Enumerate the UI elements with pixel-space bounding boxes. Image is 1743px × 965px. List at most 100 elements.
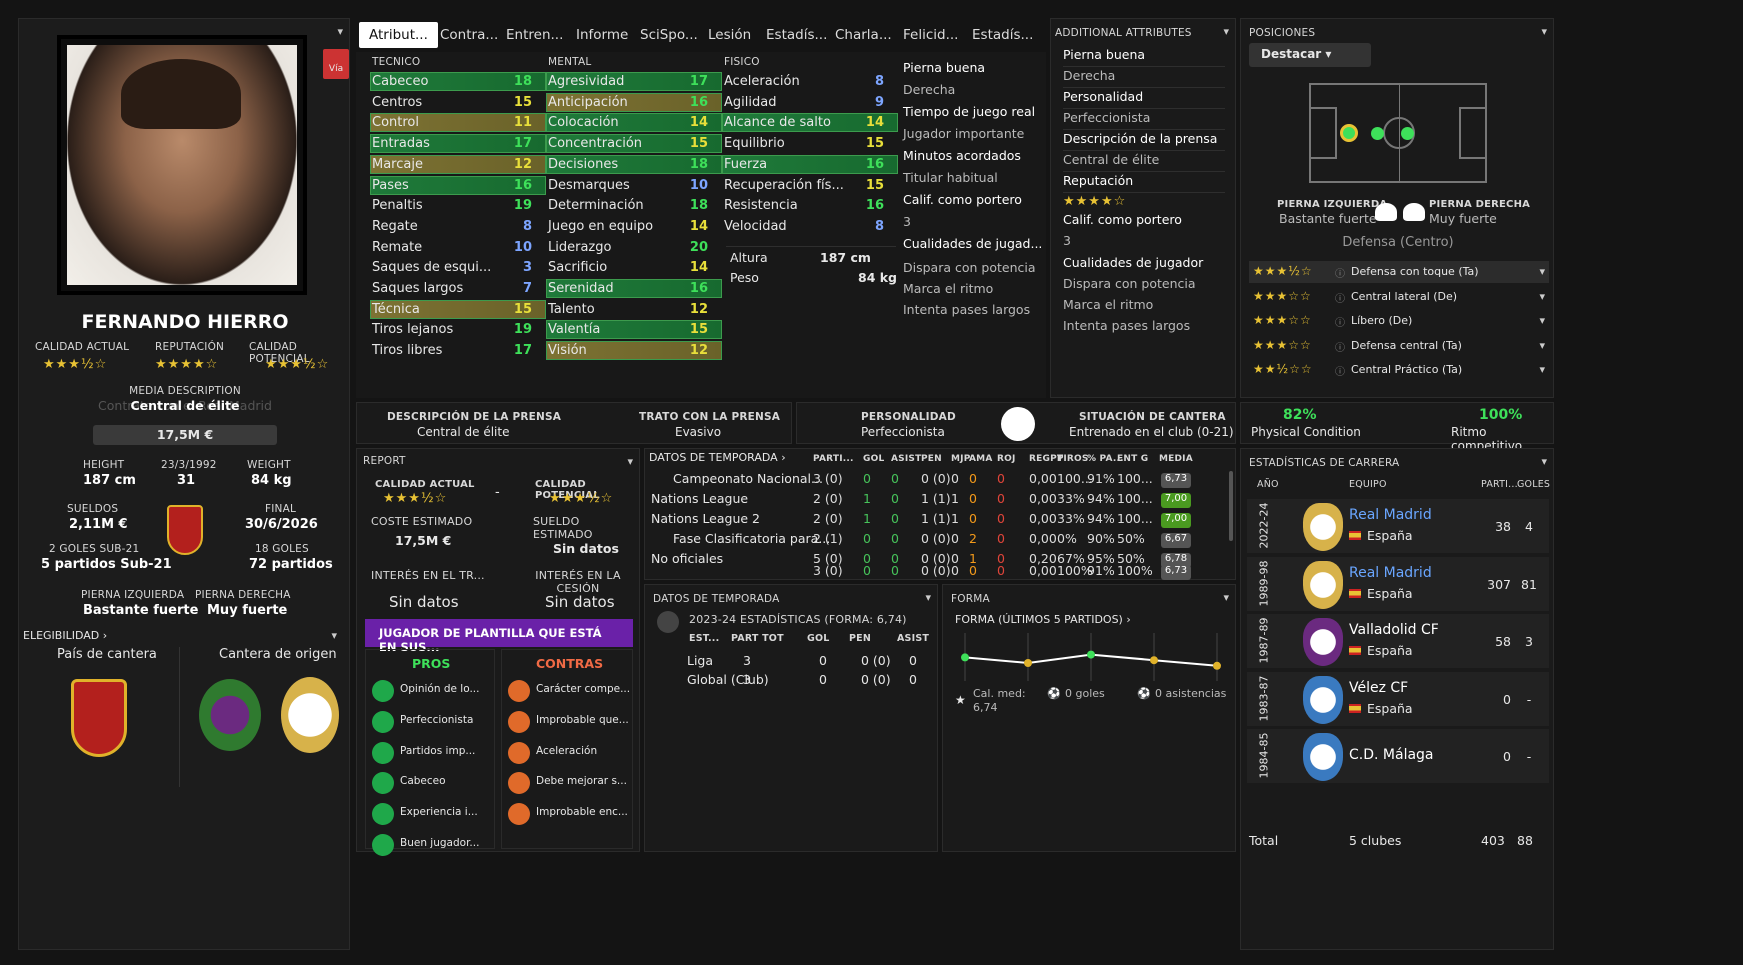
tab-atributos[interactable]: Atribut... [359, 22, 438, 48]
attr-name[interactable]: Decisiones [548, 156, 619, 172]
attr-name[interactable]: Tiros lejanos [372, 322, 454, 338]
season2-cell: 0 (0) [861, 672, 891, 687]
role-expand-icon[interactable]: ▾ [1539, 338, 1545, 352]
tab-informe[interactable]: Informe [576, 27, 629, 43]
career-club[interactable]: Vélez CF [1349, 679, 1409, 696]
info-icon[interactable]: ⓘ [1335, 318, 1345, 329]
career-toggle[interactable]: ▾ [1541, 455, 1547, 468]
attr-name[interactable]: Concentración [548, 136, 643, 152]
attr-name[interactable]: Resistencia [724, 198, 798, 214]
attr-name[interactable]: Alcance de salto [724, 115, 831, 131]
attr-value: 14 [865, 115, 884, 131]
attr-name[interactable]: Recuperación fís... [724, 177, 844, 193]
position-role-row[interactable]: ★★★☆☆ ⓘ Líbero (De) ▾ [1249, 310, 1549, 332]
panel-menu-icon[interactable]: ▾ [337, 25, 343, 38]
attr-name[interactable]: Pases [372, 177, 409, 193]
season-competition[interactable]: Nations League [651, 491, 749, 506]
attr-name[interactable]: Juego en equipo [548, 218, 654, 234]
attr-name[interactable]: Agilidad [724, 94, 777, 110]
attr-name[interactable]: Aceleración [724, 74, 800, 89]
season-cell: 0 [891, 491, 899, 506]
tab-lesion[interactable]: Lesión [708, 27, 752, 43]
attr-name[interactable]: Talento [548, 301, 595, 317]
attr-name[interactable]: Saques de esqui... [372, 260, 492, 276]
career-club[interactable]: Real Madrid [1349, 507, 1432, 523]
attr-name[interactable]: Visión [548, 343, 587, 359]
highlight-dropdown[interactable]: Destacar ▾ [1249, 43, 1371, 67]
info-icon[interactable]: ⓘ [1335, 342, 1345, 354]
eligibility-link[interactable]: ELEGIBILIDAD › [23, 629, 108, 642]
season-title-link[interactable]: DATOS DE TEMPORADA › [649, 451, 786, 464]
tab-entrenamiento[interactable]: Entren... [506, 27, 564, 43]
attr-name[interactable]: Control [372, 115, 419, 131]
attr-name[interactable]: Técnica [372, 301, 420, 317]
career-row[interactable]: 1984-85 C.D. Málaga 0- [1247, 729, 1549, 783]
ca-label: CALIDAD ACTUAL [35, 341, 130, 353]
career-club[interactable]: Real Madrid [1349, 564, 1432, 581]
report-toggle[interactable]: ▾ [627, 455, 633, 468]
side-info-item: Tiempo de juego real [903, 104, 1036, 119]
position-role-row[interactable]: ★★½☆☆ ⓘ Central Práctico (Ta) ▾ [1249, 359, 1549, 381]
season-competition[interactable]: Fase Clasificatoria para... [673, 531, 831, 546]
tab-felicidad[interactable]: Felicid... [903, 27, 959, 43]
form-toggle[interactable]: ▾ [1223, 591, 1229, 604]
form-sub-link[interactable]: FORMA (ÚLTIMOS 5 PARTIDOS) › [955, 613, 1131, 626]
attr-name[interactable]: Desmarques [548, 177, 630, 193]
season-summary-panel: DATOS DE TEMPORADA ▾ 2023-24 ESTADÍSTICA… [644, 584, 938, 852]
via-badge[interactable]: Vía [323, 49, 349, 79]
season-scrollbar[interactable] [1229, 471, 1233, 541]
attr-highlight [370, 113, 546, 133]
eligibility-toggle[interactable]: ▾ [331, 629, 337, 642]
attr-value: 11 [513, 115, 532, 131]
additional-toggle[interactable]: ▾ [1223, 25, 1229, 38]
attr-name[interactable]: Marcaje [372, 156, 423, 172]
career-club[interactable]: C.D. Málaga [1349, 747, 1434, 763]
info-icon[interactable]: ⓘ [1335, 293, 1345, 305]
career-row[interactable]: 1983-87 Vélez CF España 0- [1247, 671, 1549, 726]
info-icon[interactable]: ⓘ [1335, 367, 1345, 378]
attr-name[interactable]: Saques largos [372, 281, 464, 296]
attr-name[interactable]: Remate [372, 239, 423, 255]
role-expand-icon[interactable]: ▾ [1539, 265, 1545, 278]
career-row[interactable]: 2022-24 Real Madrid España 38 4 [1247, 499, 1549, 553]
positions-toggle[interactable]: ▾ [1541, 25, 1547, 38]
attr-name[interactable]: Valentía [548, 322, 601, 338]
season-competition[interactable]: Campeonato Nacional... [673, 471, 823, 486]
squad-player-banner[interactable]: JUGADOR DE PLANTILLA QUE ESTÁ EN SUS... [365, 619, 633, 654]
position-role-row[interactable]: ★★★☆☆ ⓘ Defensa central (Ta) ▾ [1249, 335, 1549, 357]
role-expand-icon[interactable]: ▾ [1539, 289, 1545, 303]
career-row[interactable]: 1987-89 Valladolid CF España 58 3 [1247, 614, 1549, 668]
attr-name[interactable]: Colocación [548, 115, 619, 131]
attr-name[interactable]: Cabeceo [372, 74, 429, 89]
career-club[interactable]: Valladolid CF [1349, 622, 1439, 638]
position-role-row[interactable]: ★★★½☆ ⓘ Defensa con toque (Ta) ▾ [1249, 261, 1549, 283]
attr-name[interactable]: Regate [372, 218, 418, 234]
tab-contrato[interactable]: Contra... [440, 27, 499, 43]
season-col-header: PEN [921, 454, 942, 464]
info-icon[interactable]: ⓘ [1335, 269, 1345, 280]
role-expand-icon[interactable]: ▾ [1539, 363, 1545, 376]
season-competition[interactable]: Nations League 2 [651, 511, 761, 526]
attr-name[interactable]: Sacrificio [548, 260, 608, 276]
tab-scisports[interactable]: SciSpo... [640, 27, 698, 43]
season-summary-toggle[interactable]: ▾ [925, 591, 931, 604]
role-expand-icon[interactable]: ▾ [1539, 314, 1545, 327]
attr-name[interactable]: Agresividad [548, 74, 625, 89]
attr-name[interactable]: Velocidad [724, 218, 787, 234]
attr-name[interactable]: Entradas [372, 136, 430, 152]
position-role-row[interactable]: ★★★☆☆ ⓘ Central lateral (De) ▾ [1249, 286, 1549, 308]
tab-charla[interactable]: Charla... [835, 27, 892, 43]
career-row[interactable]: 1989-98 Real Madrid España 307 81 [1247, 556, 1549, 611]
attr-name[interactable]: Centros [372, 94, 423, 110]
tab-estadisticas-2[interactable]: Estadís... [972, 27, 1034, 43]
attr-name[interactable]: Fuerza [724, 156, 768, 172]
attr-name[interactable]: Serenidad [548, 281, 614, 296]
attr-name[interactable]: Equilibrio [724, 136, 785, 152]
attr-name[interactable]: Anticipación [548, 94, 628, 110]
season-competition[interactable]: No oficiales [651, 551, 724, 566]
attr-name[interactable]: Tiros libres [372, 343, 443, 359]
attr-name[interactable]: Determinación [548, 198, 644, 214]
tab-estadisticas[interactable]: Estadís... [766, 27, 828, 43]
attr-name[interactable]: Liderazgo [548, 239, 612, 255]
attr-name[interactable]: Penaltis [372, 198, 423, 214]
